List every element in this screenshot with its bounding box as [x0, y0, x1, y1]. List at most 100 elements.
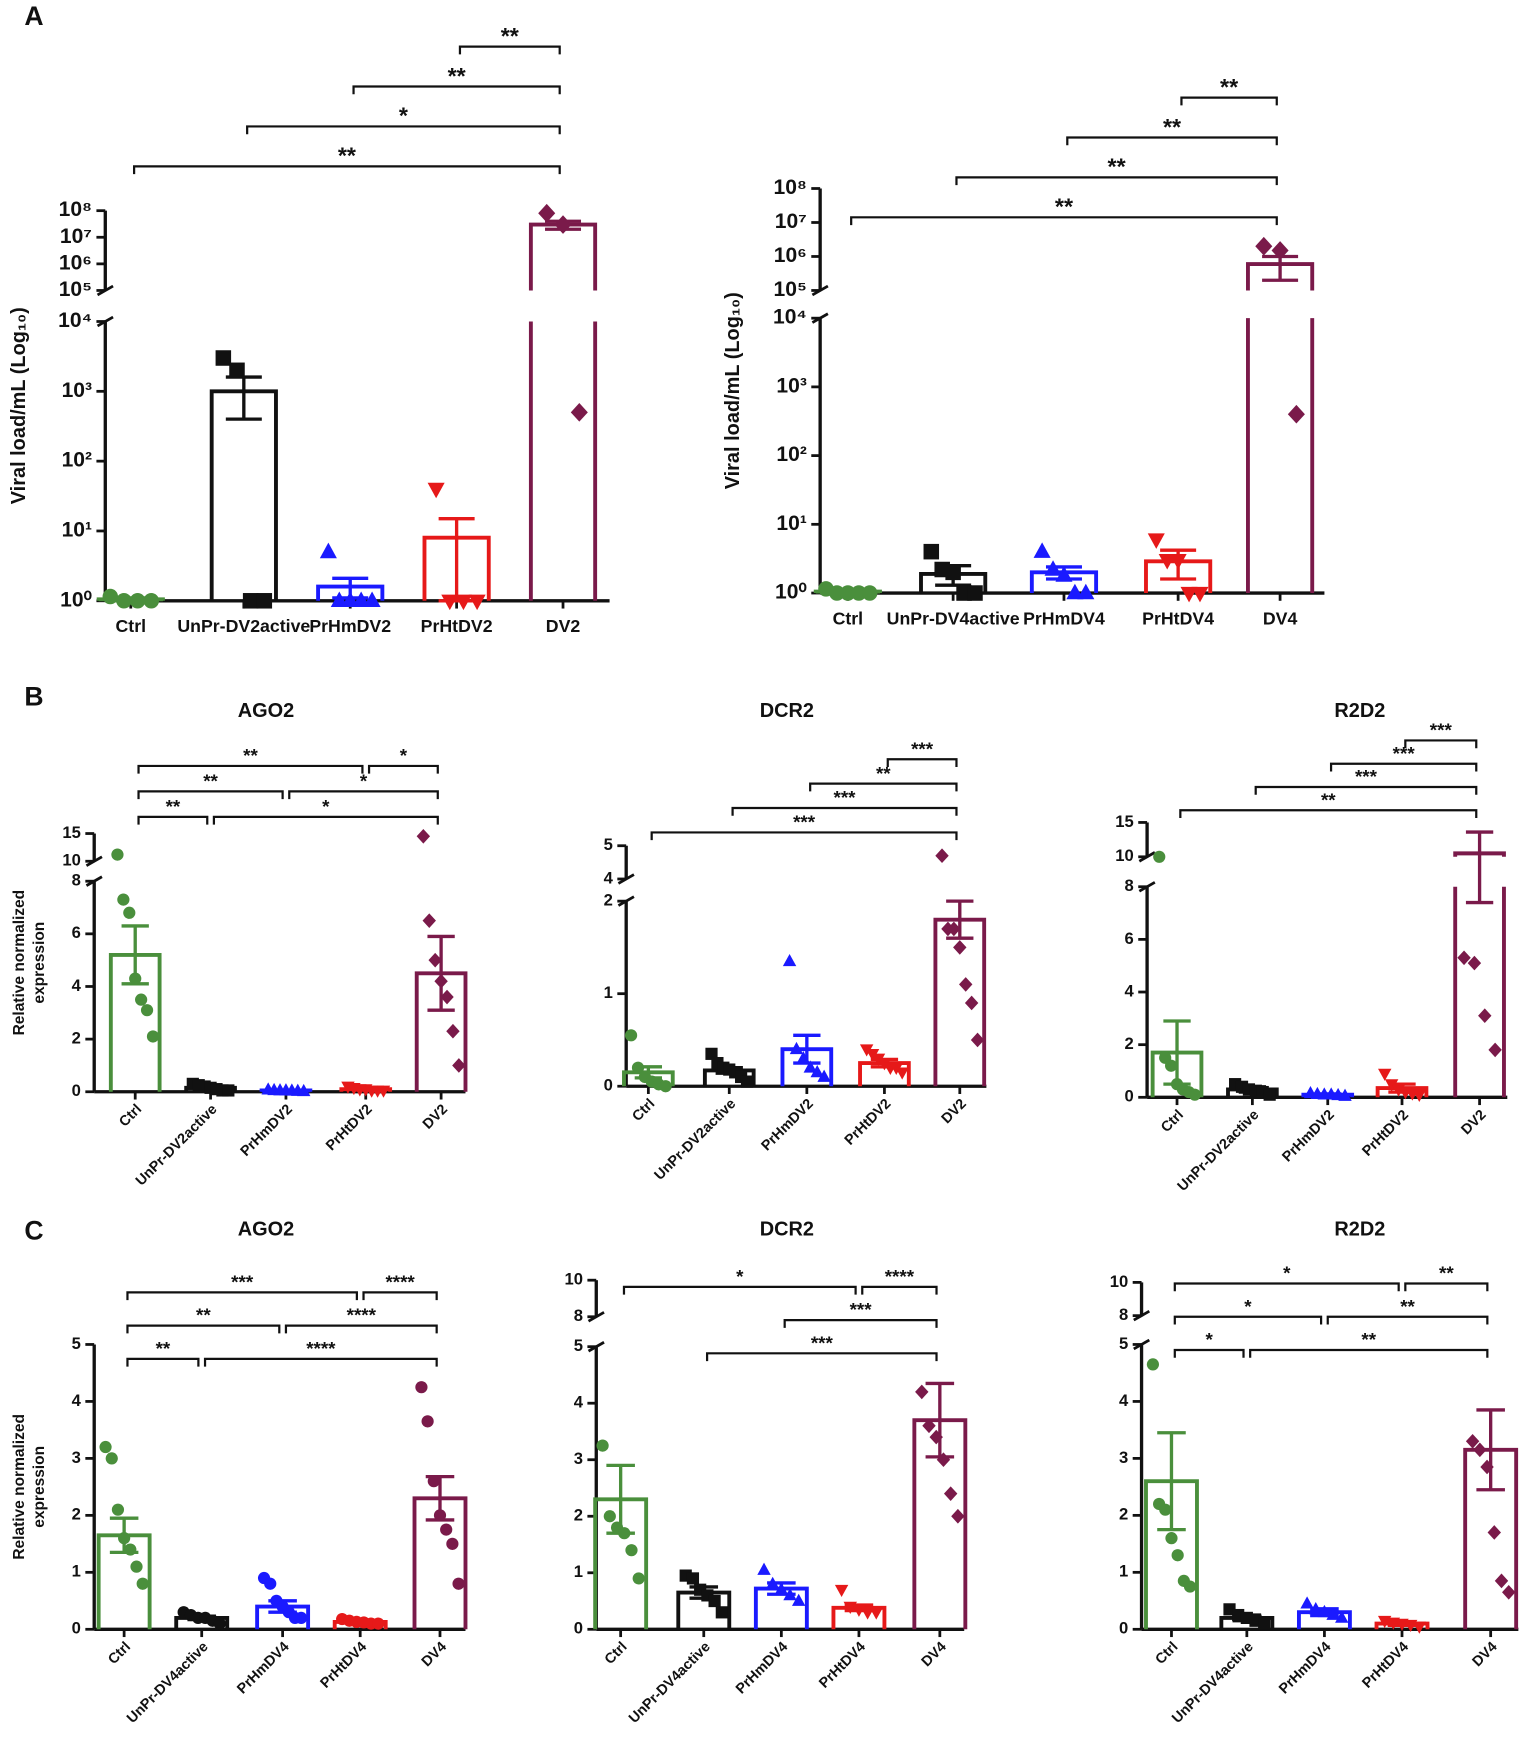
y-tick-label: 0	[1119, 1619, 1128, 1638]
significance-bracket	[1404, 739, 1478, 749]
significance-bracket	[622, 1285, 857, 1295]
data-point	[352, 591, 370, 607]
x-tick-label: Ctrl	[116, 1101, 145, 1130]
y-tick-label: 10³	[62, 379, 92, 402]
data-point	[554, 215, 572, 234]
data-point	[935, 848, 949, 864]
data-point	[1066, 583, 1084, 600]
significance-label: **	[156, 1338, 171, 1359]
y-tick-label: 4	[1119, 1391, 1129, 1410]
data-point	[1338, 1088, 1352, 1101]
data-point	[840, 585, 856, 601]
significance-bracket	[861, 1285, 938, 1295]
data-point	[740, 1075, 754, 1088]
significance-label: **	[1400, 1296, 1415, 1317]
data-point	[415, 1381, 428, 1394]
significance-label: ****	[885, 1266, 915, 1287]
significance-label: **	[876, 763, 891, 784]
y-tick-label: 10¹	[776, 512, 806, 535]
data-point	[256, 593, 273, 609]
y-tick-label: 2	[604, 891, 613, 910]
x-tick-label: Ctrl	[116, 616, 147, 636]
significance-label: **	[166, 796, 181, 817]
significance-bracket	[1179, 809, 1478, 819]
data-point	[1412, 1621, 1427, 1634]
y-tick-label: 3	[574, 1449, 583, 1468]
data-point	[1180, 586, 1198, 603]
significance-bracket	[1180, 96, 1278, 106]
data-point	[1480, 1459, 1494, 1475]
data-point	[1146, 1358, 1160, 1371]
data-point	[1465, 1433, 1480, 1449]
significance-label: **	[338, 143, 357, 169]
data-point	[376, 1085, 391, 1098]
x-tick-label: PrHmDV4	[733, 1639, 791, 1697]
data-point	[1487, 1525, 1501, 1540]
data-point	[229, 362, 245, 379]
data-point	[877, 1058, 892, 1071]
significance-bracket	[705, 1352, 938, 1362]
data-point	[964, 995, 979, 1011]
data-point	[851, 585, 867, 601]
y-tick-label: 2	[574, 1506, 583, 1525]
error-bar	[438, 517, 475, 603]
significance-label: ***	[231, 1271, 254, 1292]
significance-bracket	[1173, 1282, 1400, 1292]
y-axis-label: expression	[31, 922, 48, 1004]
error-bar	[1262, 254, 1299, 282]
y-tick-label: 3	[72, 1448, 81, 1467]
significance-bracket	[284, 1324, 438, 1334]
x-tick-label: DV4	[1263, 608, 1298, 628]
y-tick-label: 6	[1125, 929, 1134, 948]
significance-label: **	[196, 1305, 211, 1326]
x-tick-label: PrHmDV2	[1279, 1107, 1337, 1165]
data-point	[1255, 236, 1273, 256]
data-point	[99, 1440, 112, 1454]
data-point	[319, 542, 337, 559]
data-point	[1055, 566, 1073, 582]
x-tick-label: UnPr-DV4active	[887, 608, 1020, 628]
y-axis-label: Relative normalized	[11, 890, 28, 1036]
significance-bracket	[137, 764, 364, 774]
chart-title: R2D2	[1334, 700, 1385, 722]
data-point	[123, 906, 136, 919]
y-tick-label: 10⁶	[774, 244, 807, 267]
data-point	[428, 952, 442, 968]
y-tick-label: 4	[72, 1391, 82, 1410]
data-point	[129, 593, 146, 609]
bar	[1246, 262, 1315, 594]
y-tick-label: 10⁸	[773, 176, 806, 199]
x-tick-label: UnPr-DV2active	[652, 1096, 740, 1184]
data-point	[865, 1048, 880, 1062]
y-tick-label: 4	[1125, 981, 1135, 1000]
x-tick-label: DV2	[546, 616, 581, 636]
data-point	[871, 1053, 886, 1066]
data-point	[111, 848, 124, 861]
significance-label: *	[400, 745, 408, 766]
panel-label: B	[24, 681, 43, 711]
significance-label: **	[203, 771, 218, 792]
data-point	[118, 1532, 131, 1545]
significance-label: *	[1244, 1296, 1252, 1317]
x-tick-label: UnPr-DV4active	[124, 1639, 212, 1727]
y-tick-label: 0	[1125, 1087, 1134, 1106]
data-point	[889, 1062, 903, 1076]
data-point	[705, 1047, 718, 1060]
significance-label: ****	[385, 1271, 415, 1292]
significance-label: **	[1163, 114, 1182, 140]
x-tick-label: PrHtDV2	[842, 1096, 895, 1149]
x-tick-label: PrHtDV2	[1359, 1107, 1412, 1160]
y-tick-label: 10¹	[62, 519, 92, 542]
significance-bracket	[246, 125, 561, 135]
panel-label: C	[24, 1216, 43, 1246]
y-tick-label: 1	[72, 1562, 81, 1581]
data-point	[1335, 1610, 1349, 1623]
x-tick-label: PrHmDV4	[1023, 608, 1105, 628]
data-point	[116, 593, 132, 609]
data-point	[774, 1582, 789, 1595]
significance-bracket	[212, 815, 439, 825]
data-point	[810, 1065, 824, 1078]
data-point	[624, 1029, 638, 1042]
data-point	[632, 1572, 645, 1585]
